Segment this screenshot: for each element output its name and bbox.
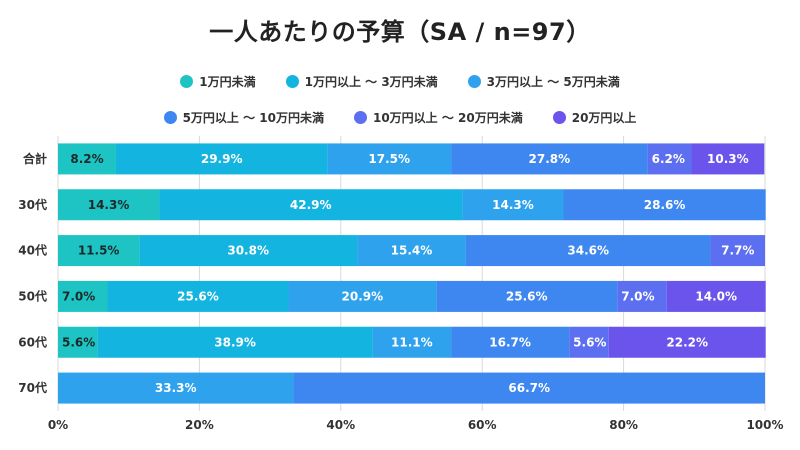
data-label: 25.6% xyxy=(177,289,219,303)
bar-segment xyxy=(617,280,667,312)
data-label: 5.6% xyxy=(62,335,95,349)
data-label: 28.6% xyxy=(644,198,686,212)
legend-swatch xyxy=(467,75,481,88)
category-label: 40代 xyxy=(18,243,47,258)
bar-segment xyxy=(465,235,711,267)
data-label: 11.5% xyxy=(78,244,120,258)
bar-segment xyxy=(58,143,116,175)
legend-label: 3万円以上 〜 5万円未満 xyxy=(486,75,620,89)
x-tick-label: 80% xyxy=(609,418,638,432)
data-label: 66.7% xyxy=(508,381,550,395)
bar-segment xyxy=(58,326,98,358)
bar-segment xyxy=(569,326,609,358)
data-label: 33.3% xyxy=(155,381,197,395)
bar-segment xyxy=(372,326,452,358)
legend-swatch xyxy=(163,111,177,124)
data-label: 15.4% xyxy=(391,244,433,258)
data-label: 17.5% xyxy=(368,152,410,166)
data-label: 42.9% xyxy=(290,198,332,212)
bar-segment xyxy=(357,235,466,267)
legend-label: 1万円未満 xyxy=(199,75,256,89)
bar-segment xyxy=(563,189,766,221)
bar-segment xyxy=(608,326,766,358)
data-label: 7.0% xyxy=(621,289,654,303)
legend-row-1: 1万円未満 1万円以上 〜 3万円未満 3万円以上 〜 5万円未満 xyxy=(0,73,800,90)
bar-segment xyxy=(691,143,765,175)
x-tick-label: 60% xyxy=(468,418,497,432)
legend-swatch xyxy=(180,75,194,88)
bar-segment xyxy=(462,189,564,221)
bar-segment xyxy=(97,326,373,358)
data-label: 20.9% xyxy=(342,289,384,303)
data-label: 14.3% xyxy=(492,198,534,212)
data-label: 6.2% xyxy=(652,152,685,166)
data-label: 27.8% xyxy=(529,152,571,166)
bar-segment xyxy=(288,280,437,312)
x-tick-label: 20% xyxy=(185,418,214,432)
chart-title: 一人あたりの予算（SA / n=97） xyxy=(209,18,591,46)
data-label: 38.9% xyxy=(214,335,256,349)
data-label: 7.0% xyxy=(62,289,95,303)
x-tick-label: 40% xyxy=(326,418,355,432)
bar-segment xyxy=(107,280,289,312)
bar-segment xyxy=(115,143,328,175)
bar-segment xyxy=(58,372,294,404)
category-label: 30代 xyxy=(18,197,47,212)
legend-label: 1万円以上 〜 3万円未満 xyxy=(304,75,438,89)
data-label: 25.6% xyxy=(506,289,548,303)
data-label: 29.9% xyxy=(201,152,243,166)
bar-segment xyxy=(58,189,160,221)
data-label: 5.6% xyxy=(573,335,606,349)
legend-item-10-20man: 10万円以上 〜 20万円未満 xyxy=(353,109,523,126)
legend-item-under-1man: 1万円未満 xyxy=(180,73,256,90)
x-tick-label: 100% xyxy=(746,418,783,432)
bar-segment xyxy=(666,280,766,312)
category-label: 60代 xyxy=(18,334,47,349)
bar-segment xyxy=(159,189,463,221)
bar-segment xyxy=(327,143,452,175)
category-label: 合計 xyxy=(23,151,47,166)
data-label: 14.3% xyxy=(88,198,130,212)
data-label: 34.6% xyxy=(567,244,609,258)
data-label: 16.7% xyxy=(489,335,531,349)
bar-segment xyxy=(58,235,140,267)
data-label: 30.8% xyxy=(227,244,269,258)
legend-item-over-20man: 20万円以上 xyxy=(552,109,637,126)
legend-label: 20万円以上 xyxy=(571,111,637,125)
category-label: 50代 xyxy=(18,288,47,303)
legend-item-1-3man: 1万円以上 〜 3万円未満 xyxy=(285,73,438,90)
bar-segment xyxy=(647,143,692,175)
category-label: 70代 xyxy=(18,380,47,395)
x-tick-label: 0% xyxy=(48,418,68,432)
data-label: 10.3% xyxy=(707,152,749,166)
data-label: 8.2% xyxy=(70,152,103,166)
bar-segment xyxy=(451,143,648,175)
data-label: 14.0% xyxy=(695,289,737,303)
legend-label: 10万円以上 〜 20万円未満 xyxy=(372,111,523,125)
legend-swatch xyxy=(552,111,566,124)
bar-segment xyxy=(451,326,570,358)
legend-row-2: 5万円以上 〜 10万円未満 10万円以上 〜 20万円未満 20万円以上 xyxy=(0,109,800,126)
legend-item-3-5man: 3万円以上 〜 5万円未満 xyxy=(467,73,620,90)
bar-segment xyxy=(139,235,358,267)
legend-label: 5万円以上 〜 10万円未満 xyxy=(182,111,324,125)
legend-item-5-10man: 5万円以上 〜 10万円未満 xyxy=(163,109,324,126)
bar-segment xyxy=(293,372,765,404)
data-label: 7.7% xyxy=(721,244,754,258)
legend-swatch xyxy=(285,75,299,88)
data-label: 11.1% xyxy=(391,335,433,349)
bar-segment xyxy=(58,280,108,312)
bar-segment xyxy=(436,280,618,312)
bar-segment xyxy=(710,235,765,267)
legend-swatch xyxy=(353,111,367,124)
data-label: 22.2% xyxy=(666,335,708,349)
